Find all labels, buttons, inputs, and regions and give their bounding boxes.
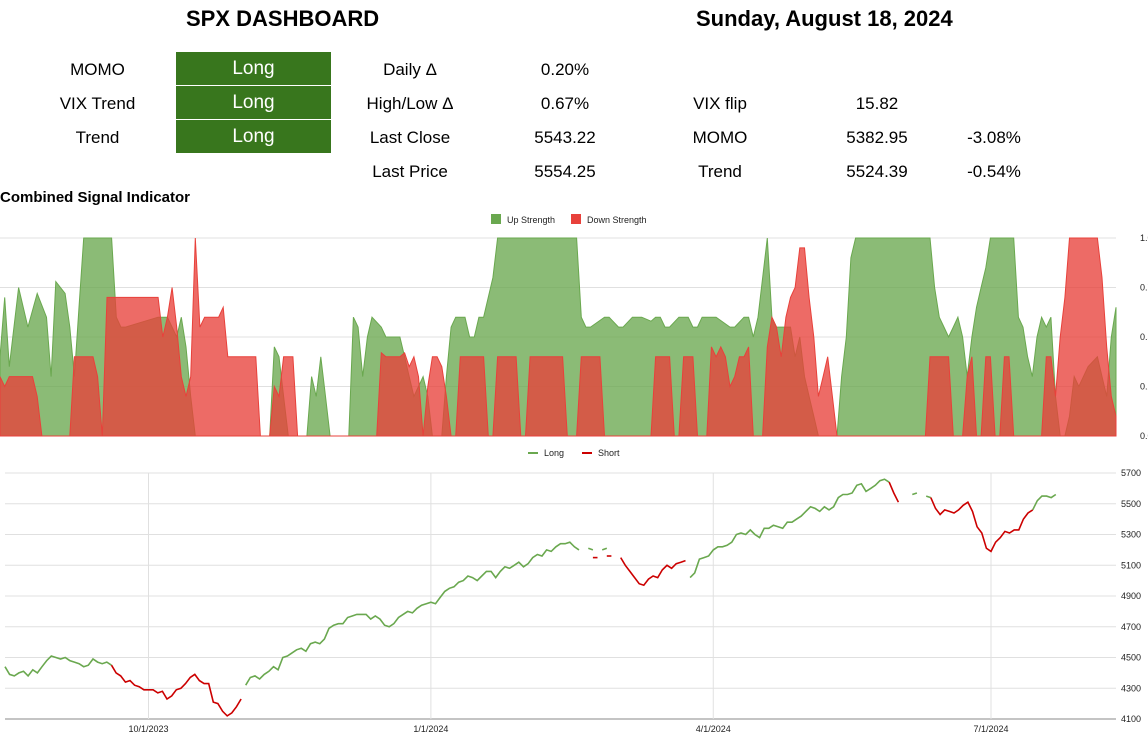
highlow-delta-value: 0.67% [540,94,590,113]
legend-label-up: Up Strength [507,215,555,225]
signal-label-momo: MOMO [70,60,125,79]
x-tick-label: 7/1/2024 [973,724,1008,734]
y-tick-label: 4100 [1121,714,1141,724]
short-series-line [110,664,242,717]
long-series-line [689,478,890,579]
last-price-label: Last Price [372,162,448,181]
long-series-line [4,655,112,678]
last-price-value: 5554.25 [534,162,596,181]
legend-label-long: Long [544,448,564,458]
daily-delta-label: Daily Δ [383,60,437,79]
signal-label-trend: Trend [75,128,120,147]
signal-badge-vix-trend: Long [176,86,331,119]
vix-flip-label: VIX flip [693,94,747,113]
long-series-line [601,547,608,551]
combined-signal-chart: 0.00 0.25 0.50 0.75 1.00 Up Strength Down Stre… [0,214,1148,440]
trend-pct-value: -0.54% [967,162,1021,181]
highlow-delta-label: High/Low Δ [366,94,454,113]
momo-level-value: 5382.95 [846,128,908,147]
y-tick-label: 4700 [1121,622,1141,632]
trend-level-value: 5524.39 [846,162,908,181]
x-tick-label: 10/1/2023 [128,724,168,734]
y-tick-label: 5100 [1121,560,1141,570]
y-tick-label: 5300 [1121,530,1141,540]
down-strength-area [0,237,1117,437]
up-strength-area [0,237,1117,437]
momo-level-label: MOMO [692,128,748,147]
y-tick-label: 5700 [1121,468,1141,478]
short-series-line [888,481,900,503]
y-tick-label: 0.75 [1140,283,1148,293]
long-series-line [912,492,918,496]
y-tick-label: 1.00 [1140,233,1148,243]
y-tick-label: 0.00 [1140,431,1148,440]
last-close-label: Last Close [369,128,451,147]
y-tick-label: 5500 [1121,499,1141,509]
y-tick-label: 4900 [1121,591,1141,601]
legend-label-down: Down Strength [587,215,647,225]
dashboard-title: SPX DASHBOARD [186,6,380,31]
y-tick-label: 0.50 [1140,332,1148,342]
y-tick-label: 0.25 [1140,382,1148,392]
signal-label-vix-trend: VIX Trend [59,94,136,113]
long-series-line [588,547,594,551]
long-series-line [925,495,932,499]
daily-delta-value: 0.20% [540,60,590,79]
vix-flip-value: 15.82 [855,94,899,113]
long-series-line [1031,493,1057,511]
price-chart: 4100 4300 4500 4700 4900 5100 5300 5500 5700 10/1… [4,448,1141,734]
dashboard-date: Sunday, August 18, 2024 [696,6,953,31]
signal-badge-momo: Long [176,52,331,85]
momo-pct-value: -3.08% [967,128,1021,147]
legend-swatch-up [491,214,501,224]
y-tick-label: 4300 [1121,683,1141,693]
legend-swatch-down [571,214,581,224]
x-tick-label: 1/1/2024 [413,724,448,734]
trend-level-label: Trend [698,162,742,181]
x-tick-label: 4/1/2024 [696,724,731,734]
short-series-line [930,497,1034,553]
short-series-line [620,557,686,587]
section-title: Combined Signal Indicator [0,189,191,206]
long-series-line [245,541,580,686]
last-close-value: 5543.22 [534,128,596,147]
y-tick-label: 4500 [1121,653,1141,663]
legend-label-short: Short [598,448,620,458]
signal-badge-trend: Long [176,120,331,153]
